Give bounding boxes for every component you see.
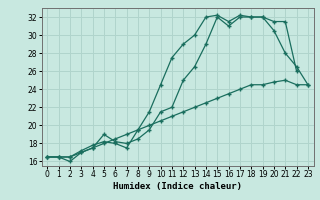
- X-axis label: Humidex (Indice chaleur): Humidex (Indice chaleur): [113, 182, 242, 191]
